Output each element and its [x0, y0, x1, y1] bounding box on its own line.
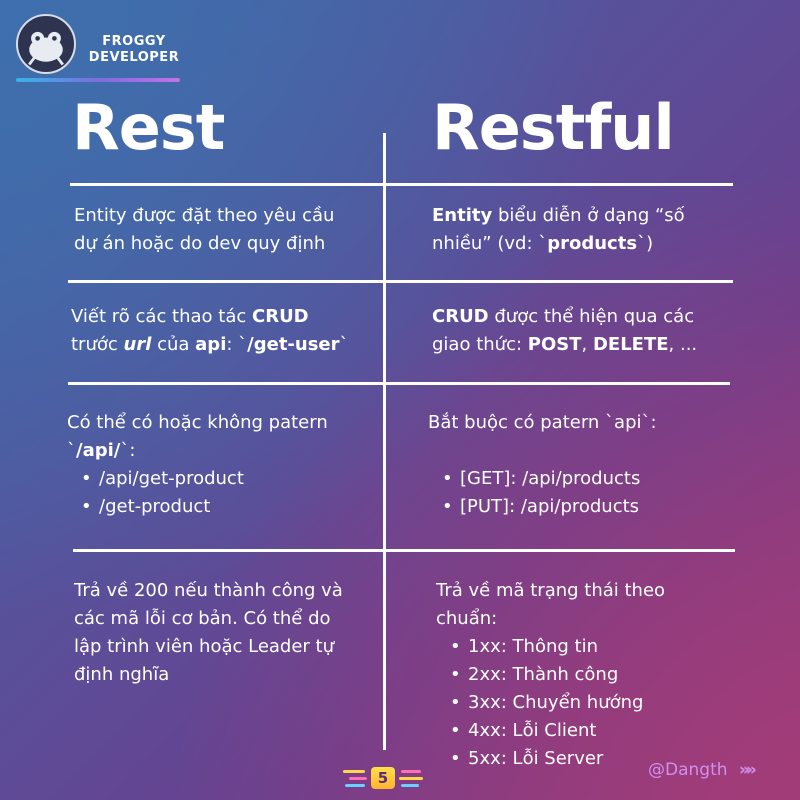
bold-italic-text: url	[123, 334, 152, 355]
cell-text: giao thức:	[432, 334, 528, 355]
row-divider	[68, 382, 730, 385]
rest-crud-cell: Viết rõ các thao tác CRUD trước url của …	[71, 303, 349, 359]
list-item: /api/get-product	[79, 465, 328, 493]
cell-text: `	[67, 440, 76, 461]
cell-line: Trả về mã trạng thái theo	[436, 580, 666, 601]
rest-status-cell: Trả về 200 nếu thành công và các mã lỗi …	[74, 577, 343, 689]
cell-line: `/api/`:	[67, 437, 328, 465]
bold-text: api	[195, 334, 227, 355]
cell-line: lập trình viên hoặc Leader tự	[74, 636, 335, 657]
brand-underline	[16, 78, 180, 82]
row-divider	[73, 549, 735, 552]
bullet-list: 1xx: Thông tin 2xx: Thành công 3xx: Chuy…	[436, 633, 665, 773]
list-item: [PUT]: /api/products	[440, 493, 657, 521]
bold-text: Entity	[432, 205, 493, 226]
decor-dash	[349, 777, 367, 780]
bold-text: products	[547, 233, 638, 254]
list-item: 5xx: Lỗi Server	[448, 745, 665, 773]
cell-text: của	[151, 334, 196, 355]
cell-text: Viết rõ các thao tác	[71, 306, 252, 327]
brand: FROGGY DEVELOPER	[16, 14, 186, 86]
cell-line: dự án hoặc do dev quy định	[74, 233, 326, 254]
cell-text: ,	[581, 334, 593, 355]
restful-entity-cell: Entity biểu diễn ở dạng “số nhiều” (vd: …	[432, 202, 685, 258]
cell-line: Entity được đặt theo yêu cầu	[74, 205, 335, 226]
list-item: 1xx: Thông tin	[448, 633, 665, 661]
list-item: 4xx: Lỗi Client	[448, 717, 665, 745]
bold-text: /get-user	[247, 334, 340, 355]
cell-line: các mã lỗi cơ bản. Có thể do	[74, 608, 331, 629]
cell-text: `)	[637, 233, 654, 254]
decor-dash	[401, 770, 421, 773]
heading-restful: Restful	[432, 91, 675, 164]
restful-crud-cell: CRUD được thể hiện qua các giao thức: PO…	[432, 303, 697, 359]
rest-entity-cell: Entity được đặt theo yêu cầu dự án hoặc …	[74, 202, 334, 258]
cell-line: Trả về 200 nếu thành công và	[74, 580, 343, 601]
cell-line: định nghĩa	[74, 664, 170, 685]
cell-text: biểu diễn ở dạng “số	[492, 205, 685, 226]
row-divider	[70, 183, 733, 186]
row-divider	[68, 280, 733, 283]
cell-line: nhiều” (vd: `products`)	[432, 230, 685, 258]
cell-text: `	[339, 334, 349, 355]
list-item: [GET]: /api/products	[440, 465, 657, 493]
decor-dash	[343, 770, 365, 773]
cell-line: Viết rõ các thao tác CRUD	[71, 303, 349, 331]
bold-text: CRUD	[252, 306, 309, 327]
brand-line-2: DEVELOPER	[88, 50, 180, 65]
author-handle: @Dangth »»	[648, 760, 757, 780]
cell-line: chuẩn:	[436, 608, 498, 629]
cell-line: Entity biểu diễn ở dạng “số	[432, 202, 685, 230]
cell-text: : `	[226, 334, 248, 355]
column-divider	[383, 133, 386, 750]
cell-text: trước	[71, 334, 124, 355]
page-number: 5	[371, 767, 395, 789]
cell-line: trước url của api: `/get-user`	[71, 331, 349, 359]
heading-rest: Rest	[72, 91, 225, 164]
frog-logo-icon	[16, 14, 76, 74]
brand-line-1: FROGGY	[102, 34, 166, 49]
spacer	[428, 437, 657, 465]
bold-text: DELETE	[592, 334, 669, 355]
bold-text: CRUD	[432, 306, 489, 327]
cell-line: giao thức: POST, DELETE, ...	[432, 331, 697, 359]
list-item: 2xx: Thành công	[448, 661, 665, 689]
brand-name: FROGGY DEVELOPER	[84, 34, 184, 66]
decor-dash	[401, 784, 419, 787]
decor-dash	[345, 784, 365, 787]
restful-pattern-cell: Bắt buộc có patern `api`: [GET]: /api/pr…	[428, 409, 657, 521]
list-item: /get-product	[79, 493, 328, 521]
decor-dash	[399, 777, 423, 780]
bullet-list: /api/get-product /get-product	[67, 465, 328, 521]
bold-text: /api/	[76, 440, 121, 461]
bullet-list: [GET]: /api/products [PUT]: /api/product…	[428, 465, 657, 521]
bold-text: POST	[527, 334, 582, 355]
chevrons-right-icon[interactable]: »»	[738, 760, 757, 780]
cell-text: được thể hiện qua các	[488, 306, 695, 327]
list-item: 3xx: Chuyển hướng	[448, 689, 665, 717]
cell-text: nhiều” (vd: `	[432, 233, 548, 254]
restful-status-cell: Trả về mã trạng thái theo chuẩn: 1xx: Th…	[436, 577, 665, 773]
cell-text: `:	[120, 440, 136, 461]
handle-text: @Dangth	[648, 760, 728, 780]
cell-text: , ...	[668, 334, 698, 355]
cell-line: Có thể có hoặc không patern	[67, 412, 328, 433]
page-indicator: 5	[343, 766, 425, 790]
cell-line: Bắt buộc có patern `api`:	[428, 412, 657, 433]
cell-line: CRUD được thể hiện qua các	[432, 303, 697, 331]
rest-pattern-cell: Có thể có hoặc không patern `/api/`: /ap…	[67, 409, 328, 521]
